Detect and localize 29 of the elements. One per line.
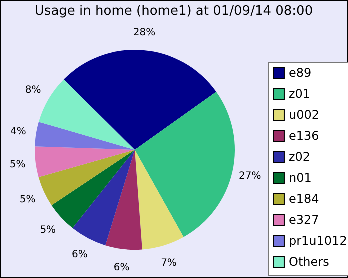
data-label: 27% [239,170,262,182]
legend-label: n01 [289,171,312,185]
chart-title: Usage in home (home1) at 01/09/14 08:00 [34,4,314,19]
data-label: 6% [72,249,88,260]
legend-label: pr1u1012 [289,234,348,248]
data-label: 28% [133,27,156,38]
data-label: 7% [161,258,177,269]
data-label: 6% [114,262,130,274]
pie-slice [38,150,135,206]
legend-label: Others [289,255,330,269]
pie-slice [64,50,216,150]
pie-slice [72,150,135,246]
legend-label: u002 [289,108,320,122]
legend-label: e184 [289,192,320,206]
legend-label: e136 [289,129,320,143]
data-label: 5% [20,194,36,206]
data-label: 8% [25,85,42,96]
pie-slice [106,150,142,250]
pie-slice [35,146,135,178]
pie-slice [135,150,184,250]
legend-label: e327 [289,213,320,227]
pie-slice [135,92,235,238]
data-label: 4% [10,126,26,138]
pie-slice [35,122,135,150]
legend-label: z02 [289,150,311,164]
legend-label: z01 [289,87,311,101]
legend-label: e89 [289,66,312,80]
data-label: 5% [10,159,26,170]
data-label: 5% [40,224,56,236]
